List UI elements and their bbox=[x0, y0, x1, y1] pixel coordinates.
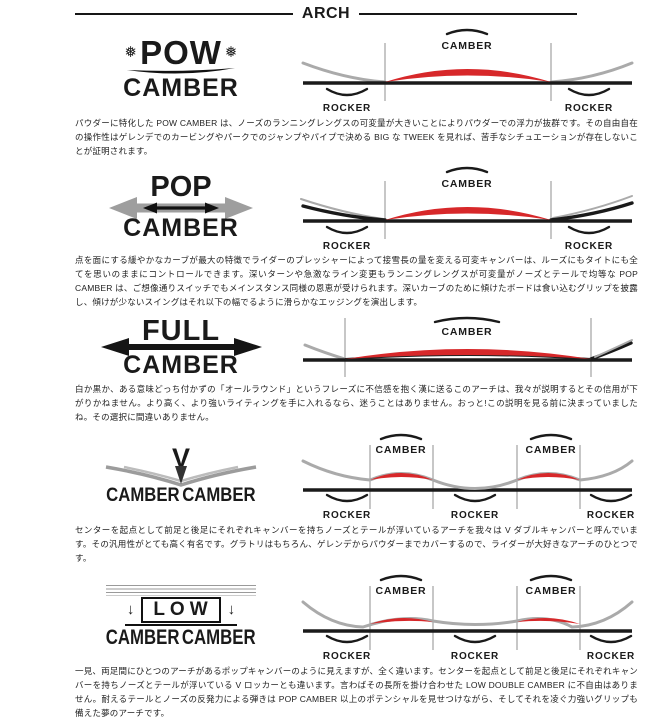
low-double-camber-diagram: CAMBER CAMBER ROCKER ROCKER bbox=[295, 571, 640, 662]
camber-arc-icon bbox=[433, 316, 501, 324]
rocker-arc-icon bbox=[567, 87, 611, 97]
gull-wings-icon bbox=[105, 465, 257, 487]
section-v-double-camber: V CAMBER CAMBER CAMBER CAMBER bbox=[75, 430, 640, 565]
pop-camber-diagram: CAMBER ROCKER ROCKER bbox=[295, 164, 640, 252]
rocker-label: ROCKER bbox=[323, 651, 371, 661]
section-description: 一見、両足間にひとつのアーチがあるポップキャンバーのように見えますが、全く違いま… bbox=[75, 666, 638, 719]
v-double-camber-diagram: CAMBER CAMBER ROCKER ROCKER bbox=[295, 430, 640, 521]
page-header: ARCH bbox=[75, 6, 577, 22]
down-arrow-icon: ↓ bbox=[126, 601, 135, 619]
page-title: ARCH bbox=[301, 5, 351, 22]
camber-arc-icon bbox=[445, 28, 489, 36]
rocker-arc-icon bbox=[325, 635, 369, 644]
rocker-arc-icon bbox=[453, 635, 497, 644]
rocker-label: ROCKER bbox=[451, 510, 499, 520]
stripes-decoration bbox=[106, 584, 256, 596]
section-low-double-camber: ↓ LOW ↓ CAMBER CAMBER CAMBER CAMBER bbox=[75, 571, 640, 720]
rocker-arc-icon bbox=[325, 87, 369, 97]
low-camber-logo: ↓ LOW ↓ CAMBER CAMBER bbox=[75, 584, 287, 648]
logo-name: V bbox=[171, 442, 190, 473]
board-nose-rocker bbox=[301, 61, 387, 84]
section-description: パウダーに特化した POW CAMBER は、ノーズのランニングレングスの可変量… bbox=[75, 118, 638, 157]
rocker-arc-icon bbox=[589, 635, 633, 644]
camber-red-segment bbox=[385, 207, 551, 221]
rocker-arc-icon bbox=[325, 493, 369, 503]
camber-arc-icon bbox=[379, 433, 423, 441]
camber-arc-icon bbox=[445, 166, 489, 174]
logo-sub: CAMBER CAMBER bbox=[106, 627, 256, 648]
rocker-label: ROCKER bbox=[451, 651, 499, 661]
logo-name: POW bbox=[140, 34, 222, 72]
camber-red-segment bbox=[370, 473, 433, 481]
camber-arc-icon bbox=[529, 433, 573, 441]
rocker-label: ROCKER bbox=[323, 241, 371, 250]
full-camber-diagram: CAMBER bbox=[295, 315, 640, 379]
rocker-arc-icon bbox=[325, 225, 369, 235]
logo-sub-word: CAMBER bbox=[182, 625, 256, 649]
rocker-label: ROCKER bbox=[323, 103, 371, 113]
rocker-label: ROCKER bbox=[323, 510, 371, 520]
rocker-label: ROCKER bbox=[587, 651, 635, 661]
camber-red-segment bbox=[370, 618, 433, 625]
pow-camber-logo: ❅ POW ❅ CAMBER bbox=[75, 34, 287, 102]
board-tail-tip bbox=[594, 339, 633, 359]
double-arrow-icon bbox=[100, 337, 262, 356]
board-tail-rocker bbox=[549, 61, 634, 84]
rocker-arc-icon bbox=[453, 493, 497, 503]
snowflake-icon: ❅ bbox=[224, 43, 238, 61]
rocker-label: ROCKER bbox=[587, 510, 635, 520]
double-arrow-icon bbox=[109, 197, 253, 220]
camber-label: CAMBER bbox=[442, 178, 493, 190]
section-full-camber: FULL CAMBER CAMBER bbox=[75, 315, 640, 424]
logo-sub: CAMBER CAMBER bbox=[106, 486, 255, 505]
camber-label: CAMBER bbox=[376, 444, 427, 456]
logo-sub: CAMBER bbox=[123, 214, 239, 243]
down-arrow-icon: ↓ bbox=[227, 601, 236, 619]
board-nose-rocker bbox=[301, 204, 387, 222]
section-pow-camber: ❅ POW ❅ CAMBER CAMBER bbox=[75, 25, 640, 158]
board-tail-rocker bbox=[549, 201, 634, 222]
camber-label: CAMBER bbox=[526, 585, 577, 597]
camber-red-segment bbox=[517, 473, 580, 481]
camber-red-segment bbox=[345, 349, 591, 360]
rocker-label: ROCKER bbox=[565, 241, 613, 250]
camber-label: CAMBER bbox=[442, 326, 493, 338]
section-description: センターを起点として前足と後足にそれぞれキャンバーを持ちノーズとテールが浮いてい… bbox=[75, 525, 638, 564]
camber-red-segment bbox=[517, 618, 580, 625]
logo-sub-word: CAMBER bbox=[182, 484, 256, 506]
camber-label: CAMBER bbox=[376, 585, 427, 597]
camber-label: CAMBER bbox=[526, 444, 577, 456]
board-profile bbox=[301, 459, 634, 491]
header-rule-right bbox=[359, 13, 577, 15]
logo-name: LOW bbox=[141, 596, 221, 623]
logo-sub-word: CAMBER bbox=[106, 625, 180, 649]
logo-name: POP bbox=[150, 171, 212, 204]
logo-sub-word: CAMBER bbox=[106, 484, 180, 506]
pop-camber-logo: POP CAMBER bbox=[75, 173, 287, 241]
full-camber-logo: FULL CAMBER bbox=[75, 314, 287, 379]
board-swoosh-icon bbox=[127, 67, 235, 74]
camber-arc-icon bbox=[379, 575, 423, 582]
camber-label: CAMBER bbox=[442, 40, 493, 52]
rocker-arc-icon bbox=[567, 225, 611, 235]
board-nose-tip bbox=[303, 343, 347, 361]
camber-arc-icon bbox=[529, 575, 573, 582]
header-rule-left bbox=[75, 13, 293, 15]
section-pop-camber: POP CAMBER CAMBER bbox=[75, 164, 640, 309]
section-description: 点を面にする緩やかなカーブが最大の特徴でライダーのプレッシャーによって接雪長の量… bbox=[75, 255, 638, 308]
logo-sub: CAMBER bbox=[123, 350, 239, 379]
section-description: 白か黒か、ある意味どっち付かずの「オールラウンド」というフレーズに不信感を抱く漢… bbox=[75, 384, 638, 423]
logo-name: FULL bbox=[141, 314, 221, 347]
board-profile bbox=[301, 600, 634, 629]
logo-sub: CAMBER bbox=[123, 73, 239, 102]
rocker-label: ROCKER bbox=[565, 103, 613, 113]
pow-camber-diagram: CAMBER ROCKER ROCKER bbox=[295, 25, 640, 114]
camber-red-segment bbox=[385, 69, 551, 82]
board-tail-rocker bbox=[552, 195, 633, 220]
snowflake-icon: ❅ bbox=[124, 43, 138, 61]
rocker-arc-icon bbox=[589, 493, 633, 503]
v-camber-logo: V CAMBER CAMBER bbox=[75, 442, 287, 505]
